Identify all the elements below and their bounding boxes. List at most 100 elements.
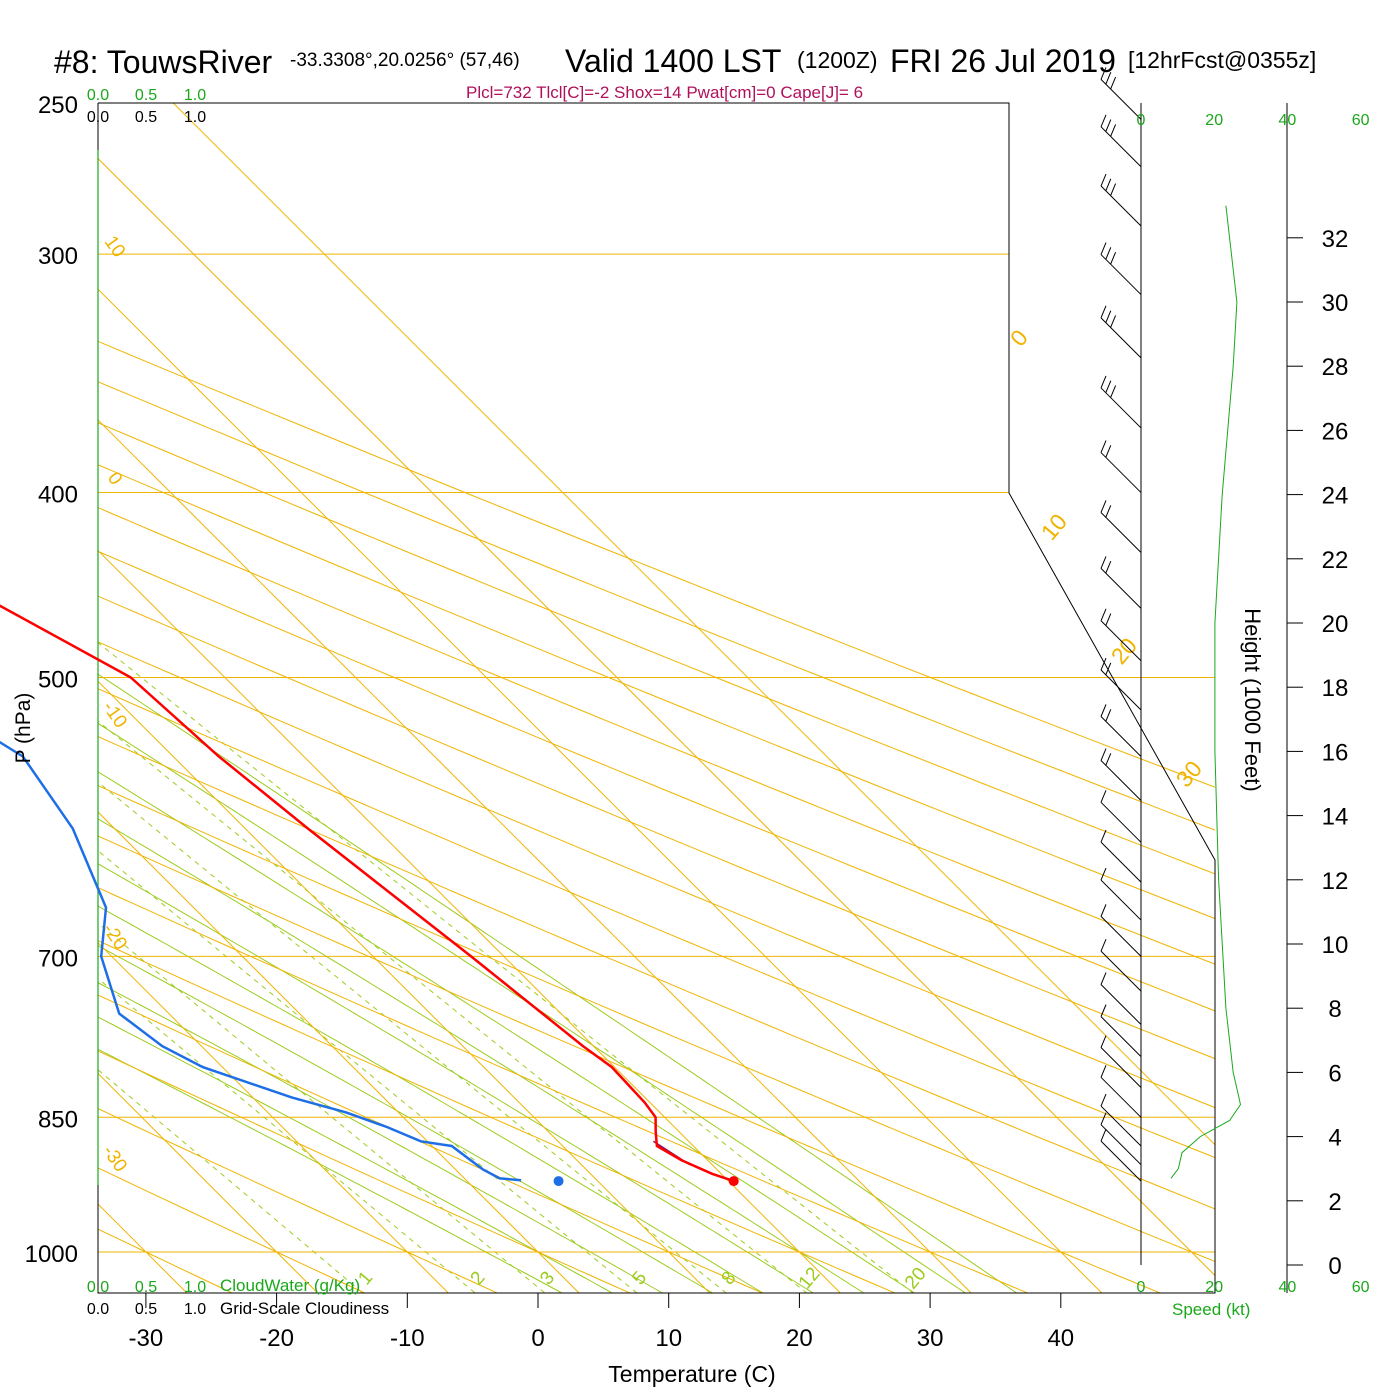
- isotherm-line: [98, 157, 1215, 1277]
- isotherm-line: [98, 549, 842, 1293]
- mixing-ratio-label: 12: [795, 1264, 825, 1294]
- wind-barb-flag: [1100, 1065, 1107, 1078]
- moist-adiabat-line: [98, 863, 815, 1293]
- wind-barb-flag: [1100, 173, 1107, 187]
- cloudwater-scale-label: 0.0: [87, 1279, 109, 1296]
- dry-adiabat-line: [98, 422, 1215, 875]
- wind-barb-flag: [1105, 709, 1112, 722]
- wind-barb: [1100, 568, 1142, 609]
- dry-adiabat-line: [98, 381, 1215, 831]
- speed-profile-line: [1170, 205, 1242, 1179]
- stability-indices: Plcl=732 Tlcl[C]=-2 Shox=14 Pwat[cm]=0 C…: [466, 83, 863, 102]
- cloudiness-scale-label: 0.5: [135, 1301, 157, 1318]
- wind-barb: [1100, 1016, 1142, 1057]
- x-axis-title: Temperature (C): [608, 1361, 775, 1387]
- surface-temperature-dot: [728, 1176, 739, 1187]
- pressure-tick-label: 850: [38, 1106, 78, 1133]
- wind-barb-flag: [1100, 556, 1107, 569]
- height-tick-label: 0: [1328, 1253, 1341, 1280]
- moist-adiabat-line: [98, 771, 916, 1293]
- wind-barbs: [1100, 67, 1142, 1182]
- wind-barb: [1100, 126, 1142, 168]
- height-tick-label: 14: [1322, 804, 1349, 831]
- height-tick-label: 4: [1328, 1125, 1341, 1152]
- dry-adiabat-line: [98, 994, 764, 1293]
- dry-adiabat-line: [98, 1228, 234, 1293]
- wind-speed-profile: [1170, 205, 1242, 1179]
- isotherm-line: [98, 811, 580, 1293]
- wind-barb-flag: [1100, 1004, 1107, 1017]
- cloudwater-scale-label: 0.0: [87, 87, 109, 104]
- pressure-tick-label: 400: [38, 482, 78, 509]
- wind-barb: [1100, 620, 1142, 662]
- wind-barb-flag: [1105, 662, 1112, 675]
- isotherm-line: [98, 941, 450, 1293]
- wind-barb: [1100, 79, 1142, 120]
- wind-barb-flag: [1110, 76, 1117, 90]
- wind-barb-flag: [1100, 938, 1107, 952]
- cloudwater-label: CloudWater (g/Kg): [220, 1276, 360, 1295]
- wind-barb-flag: [1100, 114, 1107, 127]
- height-tick-label: 2: [1328, 1189, 1341, 1216]
- dry-adiabat-line: [98, 940, 897, 1293]
- mixing-ratio-label: 20: [901, 1264, 931, 1294]
- speed-scale-label: 0: [1137, 112, 1146, 129]
- height-tick-label: 6: [1328, 1060, 1341, 1087]
- pressure-tick-label: 250: [38, 92, 78, 119]
- dry-adiabat-line: [98, 736, 1215, 1210]
- wind-barb-flag: [1105, 247, 1112, 260]
- height-tick-label: 26: [1322, 418, 1349, 445]
- wind-barb: [1100, 669, 1142, 711]
- dry-adiabat-line: [98, 507, 1215, 965]
- wind-barb: [1100, 916, 1142, 957]
- dry-adiabat-line: [98, 550, 1215, 1012]
- speed-scale-label: 20: [1205, 1279, 1223, 1296]
- dry-adiabat-line: [98, 1050, 632, 1293]
- moist-adiabat-line: [98, 722, 967, 1293]
- wind-barb-flag: [1100, 972, 1107, 985]
- moist-adiabat-line: [98, 1048, 564, 1293]
- wind-barb-flag: [1100, 748, 1107, 761]
- wind-barb-flag: [1105, 505, 1112, 518]
- dry-adiabat-line: [98, 688, 1215, 1159]
- moist-adiabat-line: [98, 673, 1018, 1293]
- isotherm-line: [98, 419, 972, 1293]
- cloudwater-scale-label: 0.5: [135, 1279, 157, 1296]
- wind-barb-flag: [1100, 790, 1107, 803]
- cloudwater-scale-label: 0.5: [135, 87, 157, 104]
- wind-barb-flag: [1100, 904, 1107, 917]
- y-axis-title: P (hPa): [12, 693, 35, 764]
- surface-dewpoint-dot: [553, 1176, 564, 1187]
- cloudiness-scale-label: 1.0: [184, 1301, 206, 1318]
- height-tick-label: 30: [1322, 290, 1349, 317]
- moist-adiabat-line: [98, 818, 865, 1293]
- x-tick-label: 40: [1047, 1325, 1074, 1352]
- zulu-time: (1200Z): [797, 47, 878, 73]
- valid-date: FRI 26 Jul 2019: [890, 43, 1116, 79]
- height-tick-label: 24: [1322, 483, 1349, 510]
- mixing-ratio-line: [98, 1069, 364, 1293]
- moist-adiabat-line: [98, 945, 714, 1293]
- moist-adiabat-line: [98, 1016, 614, 1293]
- wind-barb: [1100, 387, 1142, 429]
- moist-adiabats: [98, 673, 1018, 1293]
- wind-barb-flag: [1100, 1035, 1107, 1048]
- wind-barb: [1100, 760, 1142, 801]
- isotherm-line: [98, 680, 711, 1293]
- dry-adiabat-line: [98, 1108, 499, 1293]
- isotherm-line: [98, 1072, 319, 1293]
- plot-frame: [97, 102, 1288, 1294]
- wind-barb-flag: [1100, 608, 1107, 621]
- wind-barb: [1100, 1076, 1142, 1118]
- wind-barb: [1100, 512, 1142, 553]
- speed-scale-label: 60: [1352, 1279, 1370, 1296]
- isobars: [98, 102, 1215, 1253]
- wind-barb-flag: [1105, 613, 1112, 626]
- moist-adiabat-line: [98, 905, 764, 1293]
- height-tick-label: 32: [1322, 226, 1349, 253]
- x-tick-label: -10: [390, 1325, 425, 1352]
- wind-barb-flag: [1100, 440, 1107, 453]
- wind-barb: [1100, 1140, 1142, 1182]
- wind-barb-flag: [1105, 119, 1112, 132]
- dry-adiabat-line: [98, 785, 1215, 1263]
